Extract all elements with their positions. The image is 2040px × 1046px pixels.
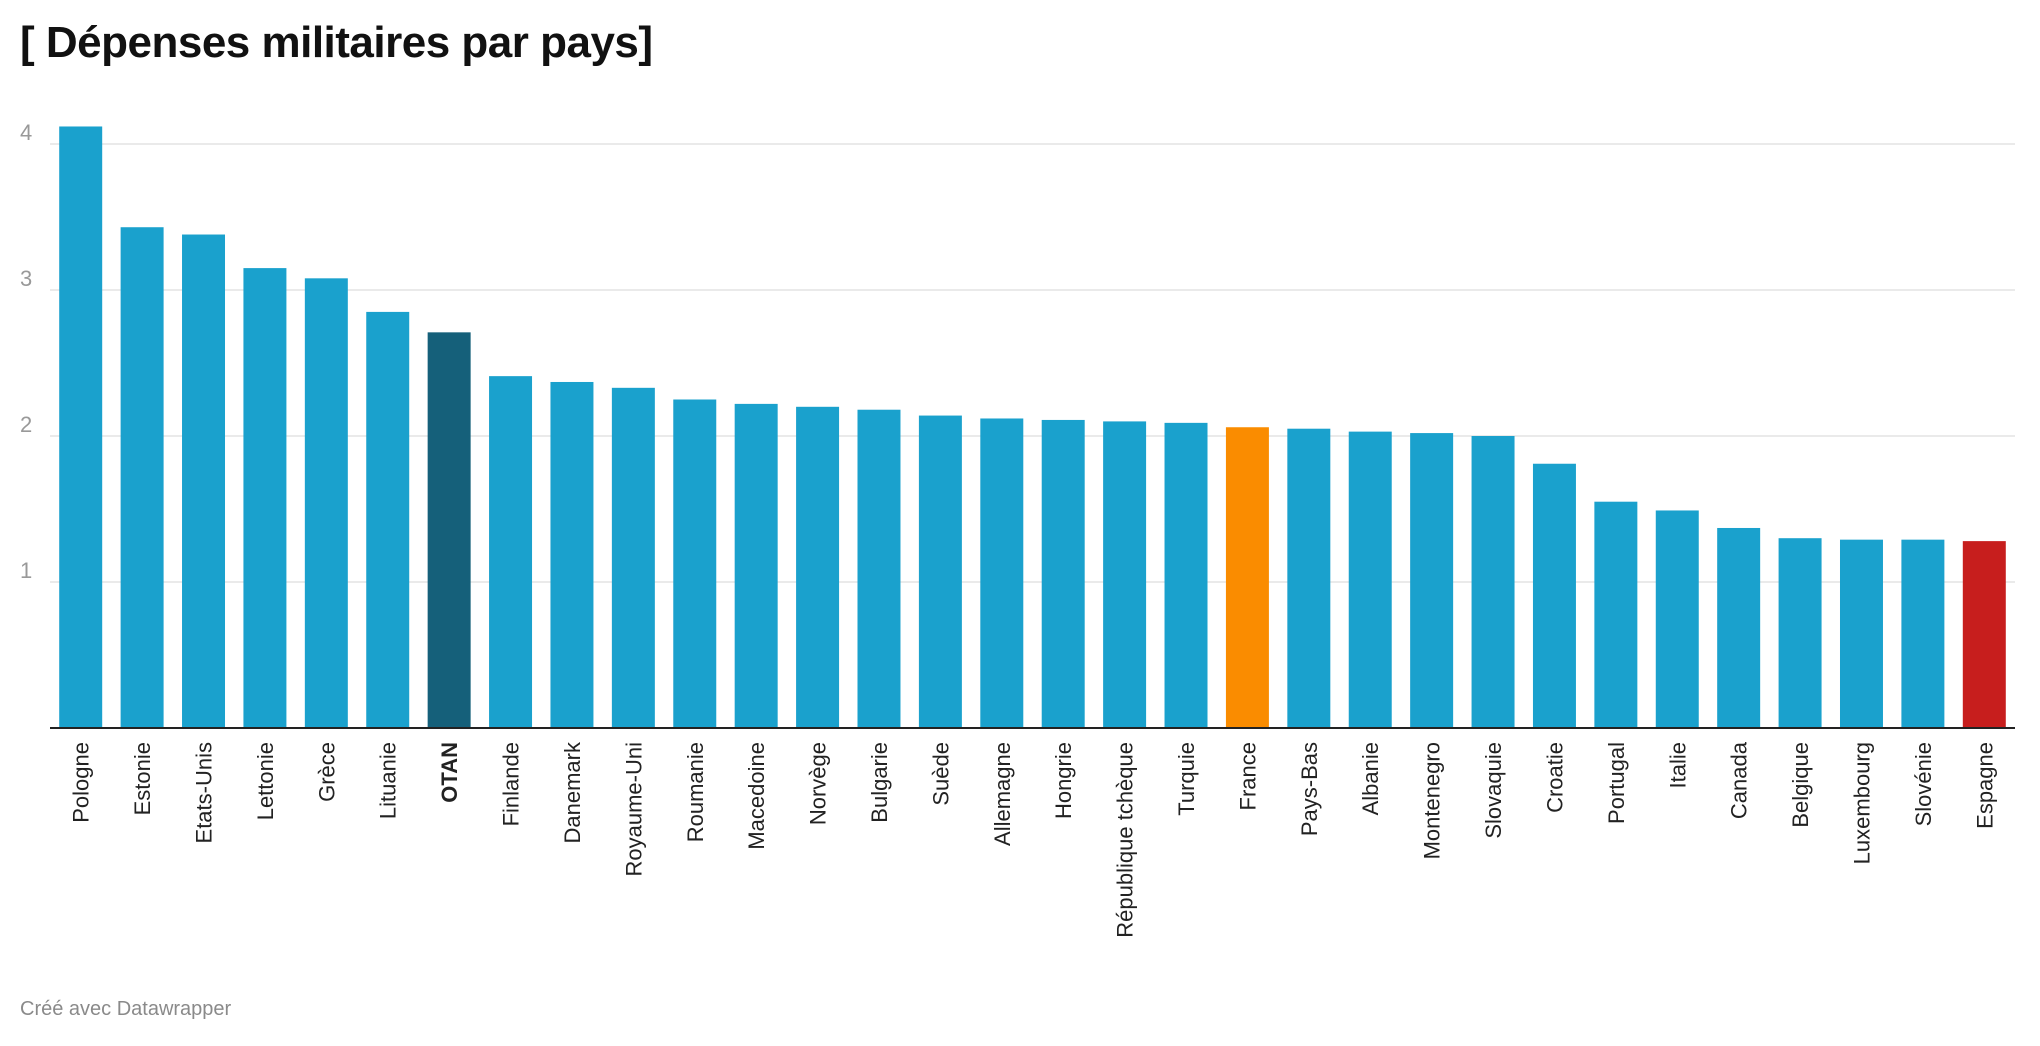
bar-croatie bbox=[1533, 464, 1576, 728]
x-tick-label-italie: Italie bbox=[1665, 742, 1690, 788]
bar-bulgarie bbox=[857, 410, 900, 728]
bar-allemagne bbox=[980, 418, 1023, 728]
bar-slovaquie bbox=[1472, 436, 1515, 728]
bar-estonie bbox=[121, 227, 164, 728]
y-tick-label: 2 bbox=[20, 412, 32, 437]
x-tick-label-roumanie: Roumanie bbox=[683, 742, 708, 842]
bar-portugal bbox=[1594, 502, 1637, 728]
x-tick-label-hongrie: Hongrie bbox=[1051, 742, 1076, 819]
bar-france bbox=[1226, 427, 1269, 728]
x-tick-label-norvege: Norvège bbox=[806, 742, 831, 825]
bar-turquie bbox=[1165, 423, 1208, 728]
x-tick-label-republique-tcheque: République tchèque bbox=[1113, 742, 1138, 938]
x-tick-label-slovenie: Slovénie bbox=[1911, 742, 1936, 826]
y-tick-label: 3 bbox=[20, 266, 32, 291]
x-tick-label-bulgarie: Bulgarie bbox=[867, 742, 892, 823]
bar-otan bbox=[428, 332, 471, 728]
bar-albanie bbox=[1349, 432, 1392, 728]
x-tick-label-suede: Suède bbox=[928, 742, 953, 806]
x-tick-label-allemagne: Allemagne bbox=[990, 742, 1015, 846]
bar-espagne bbox=[1963, 541, 2006, 728]
bar-suede bbox=[919, 416, 962, 728]
x-tick-label-grece: Grèce bbox=[314, 742, 339, 802]
x-tick-label-macedoine: Macedoine bbox=[744, 742, 769, 850]
x-tick-label-etats-unis: Etats-Unis bbox=[192, 742, 217, 843]
bar-lituanie bbox=[366, 312, 409, 728]
y-tick-label: 4 bbox=[20, 120, 32, 145]
y-tick-label: 1 bbox=[20, 558, 32, 583]
bar-luxembourg bbox=[1840, 540, 1883, 728]
x-tick-label-belgique: Belgique bbox=[1788, 742, 1813, 828]
x-tick-label-espagne: Espagne bbox=[1972, 742, 1997, 829]
x-tick-label-lituanie: Lituanie bbox=[376, 742, 401, 819]
x-tick-label-otan: OTAN bbox=[437, 742, 462, 803]
y-tick-labels: 1 2 3 4 bbox=[20, 120, 32, 583]
x-tick-label-croatie: Croatie bbox=[1542, 742, 1567, 813]
bar-chart: 1 2 3 4 Pologne Estonie Etats-Unis Lettonie Grè… bbox=[0, 0, 2040, 1000]
bar-pologne bbox=[59, 126, 102, 728]
bar-finlande bbox=[489, 376, 532, 728]
bar-norvege bbox=[796, 407, 839, 728]
x-tick-labels: Pologne Estonie Etats-Unis Lettonie Grèce Lit… bbox=[69, 741, 1998, 938]
bar-canada bbox=[1717, 528, 1760, 728]
x-tick-label-france: France bbox=[1235, 742, 1260, 810]
x-tick-label-pologne: Pologne bbox=[69, 742, 94, 823]
bar-italie bbox=[1656, 510, 1699, 728]
bar-etats-unis bbox=[182, 235, 225, 728]
x-tick-label-pays-bas: Pays-Bas bbox=[1297, 742, 1322, 836]
x-tick-label-albanie: Albanie bbox=[1358, 742, 1383, 815]
bar-danemark bbox=[550, 382, 593, 728]
x-tick-label-danemark: Danemark bbox=[560, 741, 585, 843]
bar-hongrie bbox=[1042, 420, 1085, 728]
x-tick-label-finlande: Finlande bbox=[499, 742, 524, 826]
bar-roumanie bbox=[673, 400, 716, 729]
x-tick-label-royaume-uni: Royaume-Uni bbox=[621, 742, 646, 877]
footer-credit: Créé avec Datawrapper bbox=[20, 998, 231, 1021]
x-tick-label-turquie: Turquie bbox=[1174, 742, 1199, 816]
bar-republique-tcheque bbox=[1103, 421, 1146, 728]
bar-royaume-uni bbox=[612, 388, 655, 728]
bar-lettonie bbox=[243, 268, 286, 728]
bar-slovenie bbox=[1901, 540, 1944, 728]
x-tick-label-slovaquie: Slovaquie bbox=[1481, 742, 1506, 839]
x-tick-label-luxembourg: Luxembourg bbox=[1849, 742, 1874, 864]
bars bbox=[59, 126, 2006, 728]
bar-macedoine bbox=[735, 404, 778, 728]
bar-grece bbox=[305, 278, 348, 728]
x-tick-label-portugal: Portugal bbox=[1604, 742, 1629, 824]
x-tick-label-canada: Canada bbox=[1727, 741, 1752, 819]
x-tick-label-montenegro: Montenegro bbox=[1420, 742, 1445, 859]
bar-pays-bas bbox=[1287, 429, 1330, 728]
x-tick-label-lettonie: Lettonie bbox=[253, 742, 278, 820]
x-tick-label-estonie: Estonie bbox=[130, 742, 155, 815]
bar-montenegro bbox=[1410, 433, 1453, 728]
bar-belgique bbox=[1779, 538, 1822, 728]
